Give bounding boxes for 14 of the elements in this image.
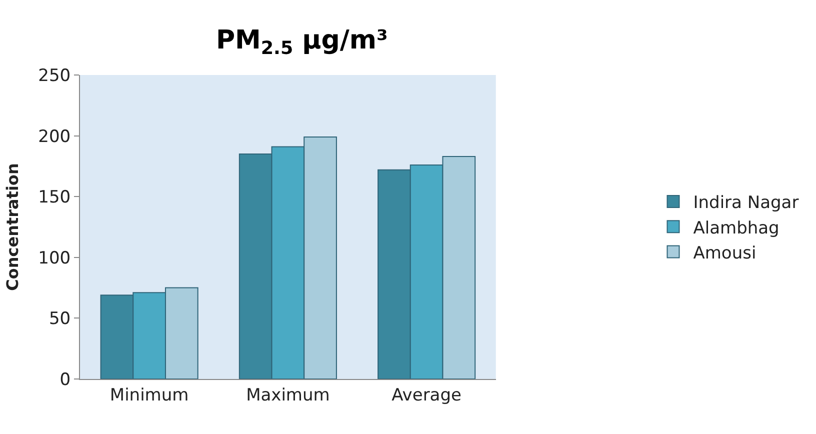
legend-label: Indira Nagar <box>693 193 799 214</box>
y-tick-label: 50 <box>48 309 71 330</box>
y-tick-label: 150 <box>38 188 71 208</box>
y-axis-title: Concentration <box>3 163 22 291</box>
y-tick-label: 200 <box>38 126 71 147</box>
chart-title: PM$_{2.5}$ µg/m³ <box>216 26 388 60</box>
y-tick-label: 100 <box>38 248 71 268</box>
legend-label: Amousi <box>693 243 756 264</box>
legend-label: Alambhag <box>693 218 780 238</box>
y-tick-label: 0 <box>60 370 71 390</box>
x-tick-label: Maximum <box>246 385 330 406</box>
x-tick-label: Average <box>392 385 462 406</box>
y-tick-label: 250 <box>38 66 71 86</box>
x-tick-label: Minimum <box>110 385 189 406</box>
